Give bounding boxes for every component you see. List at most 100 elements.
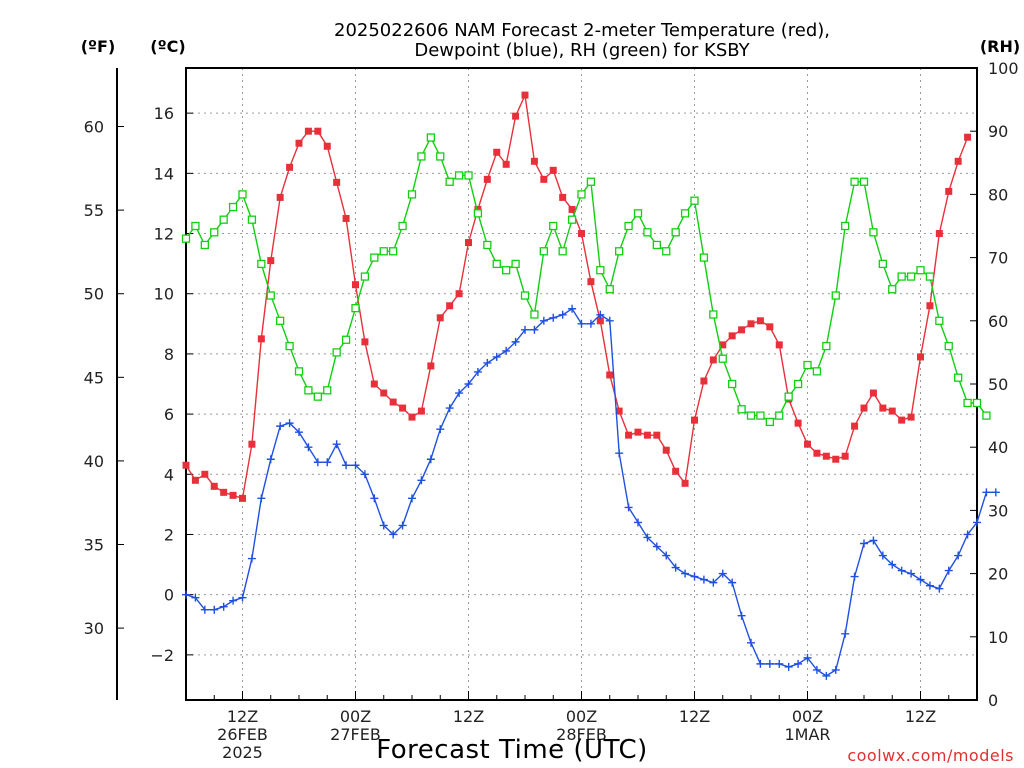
- x-tick-label: 00Z: [792, 707, 823, 726]
- dewpoint-point: [200, 605, 209, 614]
- rh-point: [257, 259, 266, 269]
- temperature-point: [804, 440, 811, 448]
- temperature-point: [229, 491, 237, 499]
- dewpoint-point: [634, 518, 642, 527]
- rh-point: [483, 240, 492, 250]
- rh-point: [492, 259, 501, 269]
- temperature-point: [408, 413, 416, 421]
- dewpoint-point: [973, 518, 981, 527]
- temperature-point: [662, 446, 670, 454]
- dewpoint-point: [229, 596, 238, 605]
- dewpoint-point: [511, 337, 520, 346]
- rh-point: [379, 247, 388, 256]
- dewpoint-point: [963, 530, 972, 539]
- fahrenheit-tick-label: 60: [84, 118, 104, 137]
- dewpoint-point: [530, 325, 539, 334]
- rh-point: [210, 228, 219, 237]
- dewpoint-point: [285, 419, 294, 428]
- x-tick-label: 12Z: [905, 707, 936, 726]
- temperature-point: [935, 230, 943, 238]
- temperature-point: [954, 157, 962, 165]
- dewpoint-point: [652, 542, 661, 551]
- temperature-point: [521, 91, 529, 99]
- temperature-point: [549, 166, 557, 174]
- x-tick-label: 12Z: [227, 707, 258, 726]
- rh-tick-label: 10: [988, 628, 1008, 647]
- rh-point: [276, 316, 285, 325]
- dewpoint-point: [182, 590, 190, 599]
- rh-point: [473, 209, 483, 218]
- dewpoint-point: [426, 455, 435, 464]
- dewpoint-point: [398, 521, 407, 530]
- dewpoint-point: [935, 584, 944, 593]
- dewpoint-point: [483, 358, 492, 367]
- dewpoint-point: [831, 665, 840, 674]
- dewpoint-point: [775, 659, 784, 668]
- temperature-point: [587, 278, 595, 286]
- x-axis-label: Forecast Time (UTC): [376, 735, 648, 765]
- rh-point: [841, 221, 850, 231]
- temperature-point: [756, 317, 764, 325]
- rh-point: [360, 272, 370, 281]
- temperature-point: [738, 326, 746, 334]
- temperature-point: [333, 178, 341, 186]
- temperature-point: [851, 422, 859, 430]
- temperature-point: [945, 187, 953, 195]
- dewpoint-point: [389, 530, 398, 539]
- dewpoint-point: [728, 578, 737, 587]
- temperature-point: [465, 239, 472, 247]
- rh-tick-label: 70: [988, 249, 1008, 268]
- temperature-point: [766, 323, 774, 331]
- rh-point: [737, 405, 746, 414]
- temperature-point: [352, 281, 359, 289]
- temperature-point: [869, 389, 877, 397]
- dewpoint-point: [342, 461, 351, 470]
- temperature-point: [182, 461, 190, 469]
- temperature-point: [747, 320, 755, 328]
- rh-point: [191, 221, 200, 231]
- rh-point: [944, 341, 953, 351]
- rh-point: [417, 152, 426, 161]
- rh-point: [605, 285, 614, 294]
- temperature-point: [493, 148, 501, 156]
- temperature-point: [361, 338, 369, 346]
- temperature-point: [201, 470, 209, 478]
- rh-point: [775, 411, 784, 420]
- rh-point: [699, 253, 709, 262]
- temperature-point: [596, 317, 604, 325]
- rh-point: [436, 152, 445, 161]
- dewpoint-point: [794, 659, 803, 668]
- dewpoint-point: [812, 665, 821, 674]
- rh-point: [596, 266, 605, 275]
- temperature-point: [578, 230, 585, 238]
- temperature-point: [841, 452, 849, 460]
- dewpoint-point: [681, 569, 690, 578]
- dewpoint-point: [605, 316, 614, 325]
- rh-point: [643, 228, 652, 237]
- fahrenheit-tick-label: 45: [84, 368, 104, 387]
- temperature-point: [691, 416, 698, 424]
- rh-tick-label: 90: [988, 122, 1008, 141]
- rh-point: [812, 367, 822, 376]
- rh-point: [662, 247, 671, 256]
- temperature-point: [380, 389, 388, 397]
- dewpoint-point: [916, 575, 925, 584]
- rh-point: [615, 247, 624, 256]
- dewpoint-point: [907, 569, 916, 578]
- dewpoint-point: [803, 653, 812, 662]
- chart-title-line1: 2025022606 NAM Forecast 2-meter Temperat…: [334, 20, 830, 41]
- dewpoint-point: [671, 563, 680, 572]
- dewpoint-point: [295, 428, 303, 437]
- fahrenheit-tick-label: 35: [84, 536, 104, 555]
- rh-tick-label: 0: [988, 691, 998, 710]
- dewpoint-point: [765, 659, 774, 668]
- dewpoint-point: [304, 443, 313, 452]
- dewpoint-point: [662, 551, 671, 560]
- rh-point: [520, 291, 530, 300]
- rh-point: [718, 354, 727, 363]
- x-tick-label: 00Z: [566, 707, 597, 726]
- dewpoint-point: [737, 611, 746, 620]
- temperature-point: [530, 157, 538, 165]
- temperature-point: [719, 341, 727, 349]
- temperature-point: [436, 314, 444, 322]
